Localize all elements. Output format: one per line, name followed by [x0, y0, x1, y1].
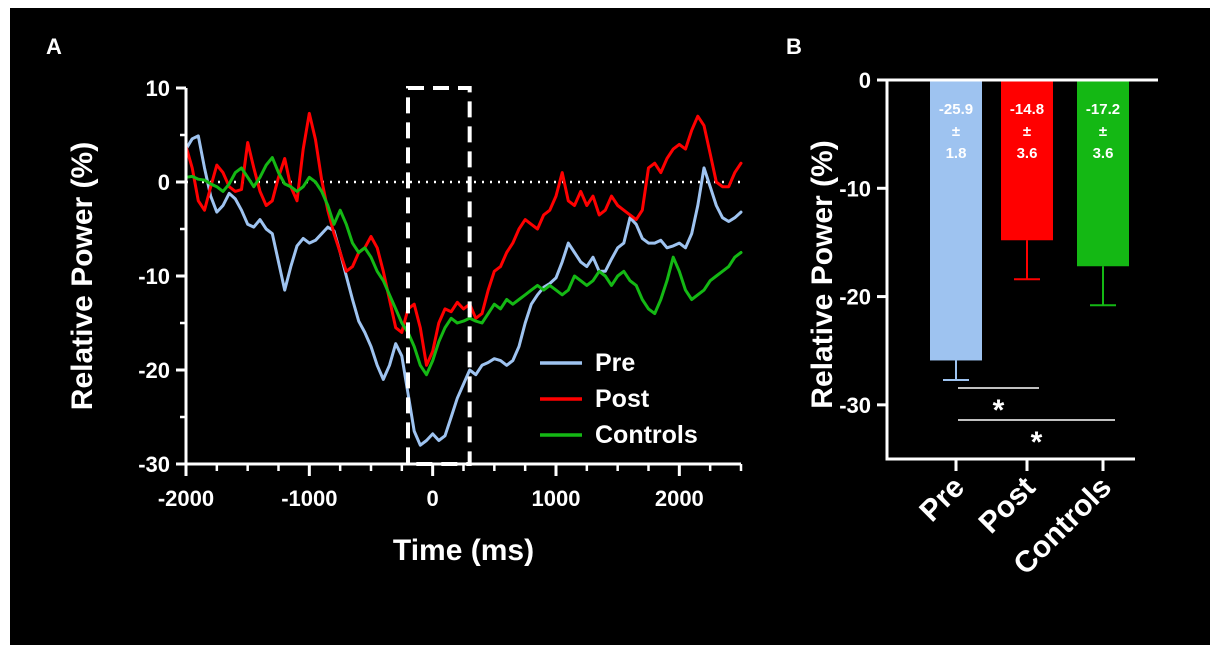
series-line-pre: [184, 134, 743, 447]
legend-label-pre: Pre: [595, 349, 635, 377]
bar-chart: -25.9 ±1.8 -14.8 ±3.6 -17.2 ±3.6 0 -10 -20 -30 Pr…: [806, 68, 1158, 581]
bar-value-label-pm: ±: [1099, 123, 1107, 140]
y-axis-label: Relative Power (%): [66, 142, 99, 410]
bar-y-tick-label: 0: [859, 68, 871, 93]
x-tick-label: 0: [427, 486, 439, 511]
y-tick-label: -20: [138, 358, 170, 383]
y-tick-label: 10: [146, 76, 170, 101]
significance-brackets: **: [958, 387, 1115, 459]
bar-value-label-mean: -14.8: [1010, 101, 1044, 118]
line-series-group: [184, 111, 743, 447]
x-tick-label: -2000: [158, 486, 214, 511]
figure-background: A B 10 0 -10 -20 -30 -2000 -1000 0 1000 2000 Time…: [10, 8, 1210, 645]
legend: Pre Post Controls: [540, 349, 698, 449]
y-tick-label: -30: [138, 452, 170, 477]
bar-value-label-sem: 3.6: [1017, 145, 1038, 162]
significance-star: *: [993, 394, 1005, 427]
x-tick-label: 1000: [532, 486, 581, 511]
bar-controls: [1077, 80, 1129, 267]
bar-value-label-mean: -17.2: [1086, 101, 1120, 118]
legend-label-post: Post: [595, 385, 650, 413]
bar-y-tick-label: -20: [839, 285, 871, 310]
bar-value-label-sem: 1.8: [946, 145, 967, 162]
bar-pre: [930, 80, 982, 361]
significance-star: *: [1031, 426, 1043, 459]
x-axis-label: Time (ms): [393, 534, 534, 567]
panel-a-label: A: [46, 34, 62, 59]
bar-category-label: Post: [973, 471, 1042, 540]
bar-value-label-pm: ±: [952, 123, 960, 140]
series-line-controls: [184, 156, 743, 377]
x-tick-label: 2000: [655, 486, 704, 511]
figure-svg: A B 10 0 -10 -20 -30 -2000 -1000 0 1000 2000 Time…: [46, 34, 1158, 581]
y-tick-label: 0: [158, 170, 170, 195]
y-tick-label: -10: [138, 264, 170, 289]
bar-y-tick-label: -10: [839, 176, 871, 201]
bar-post: [1001, 80, 1053, 241]
bar-category-label: Pre: [913, 471, 971, 529]
highlight-window: [406, 86, 472, 466]
series-line-post: [184, 111, 743, 367]
bar-y-tick-label: -30: [839, 393, 871, 418]
line-chart-ticks: 10 0 -10 -20 -30 -2000 -1000 0 1000 2000: [138, 76, 743, 511]
bar-y-axis-label: Relative Power (%): [806, 140, 839, 408]
x-tick-label: -1000: [281, 486, 337, 511]
line-chart: 10 0 -10 -20 -30 -2000 -1000 0 1000 2000 Time (ms…: [66, 76, 743, 567]
legend-label-controls: Controls: [595, 421, 698, 449]
panel-b-label: B: [786, 34, 802, 59]
bar-group: -25.9 ±1.8 -14.8 ±3.6 -17.2 ±3.6: [930, 80, 1129, 381]
bar-value-label-pm: ±: [1023, 123, 1031, 140]
bar-value-label-sem: 3.6: [1093, 145, 1114, 162]
bar-value-label-mean: -25.9: [939, 101, 973, 118]
